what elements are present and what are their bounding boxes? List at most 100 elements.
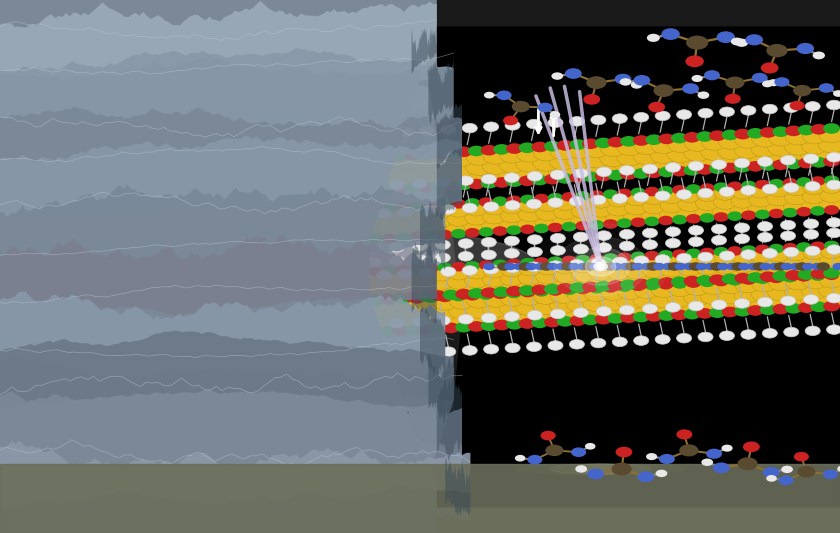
Circle shape (811, 263, 823, 270)
Circle shape (394, 215, 417, 230)
Circle shape (464, 218, 489, 234)
Circle shape (646, 262, 659, 271)
Circle shape (784, 263, 809, 279)
Circle shape (767, 191, 790, 206)
Circle shape (599, 159, 627, 177)
Polygon shape (0, 384, 462, 473)
Circle shape (455, 289, 472, 300)
Circle shape (533, 154, 559, 171)
Circle shape (389, 318, 404, 328)
Circle shape (227, 138, 242, 148)
Circle shape (392, 293, 409, 303)
Circle shape (513, 263, 525, 270)
Circle shape (281, 303, 307, 319)
Circle shape (689, 225, 704, 235)
Circle shape (455, 180, 472, 190)
Circle shape (291, 134, 306, 144)
Circle shape (731, 258, 754, 273)
Circle shape (620, 169, 637, 180)
Circle shape (313, 208, 328, 217)
Circle shape (711, 300, 727, 310)
Circle shape (642, 271, 667, 287)
Circle shape (199, 280, 221, 294)
Circle shape (685, 135, 710, 151)
Circle shape (534, 287, 549, 296)
Circle shape (550, 233, 565, 243)
Circle shape (671, 133, 688, 143)
Circle shape (748, 257, 772, 272)
Circle shape (718, 278, 743, 294)
Circle shape (732, 185, 753, 199)
Circle shape (644, 281, 659, 290)
Circle shape (465, 158, 492, 175)
Circle shape (755, 209, 770, 219)
Circle shape (596, 243, 612, 252)
Circle shape (366, 257, 381, 267)
Circle shape (462, 345, 477, 355)
Circle shape (698, 108, 713, 118)
Circle shape (534, 194, 549, 204)
Circle shape (516, 298, 543, 316)
Circle shape (811, 241, 826, 251)
Circle shape (713, 195, 737, 209)
Circle shape (620, 279, 637, 290)
Circle shape (497, 262, 511, 271)
Circle shape (544, 284, 561, 294)
Circle shape (678, 197, 701, 212)
Circle shape (481, 217, 507, 233)
Circle shape (455, 322, 472, 333)
Circle shape (741, 211, 756, 220)
Circle shape (680, 445, 698, 456)
Circle shape (504, 173, 519, 182)
Circle shape (354, 205, 370, 215)
Circle shape (258, 211, 273, 221)
Circle shape (689, 161, 704, 171)
Circle shape (303, 330, 320, 341)
Circle shape (341, 210, 363, 224)
Circle shape (726, 77, 744, 88)
Circle shape (672, 249, 687, 259)
Circle shape (323, 273, 345, 287)
Circle shape (583, 295, 610, 312)
Circle shape (617, 189, 632, 198)
Polygon shape (0, 292, 445, 382)
Circle shape (570, 117, 585, 126)
Circle shape (734, 273, 751, 284)
Polygon shape (0, 431, 470, 524)
Circle shape (507, 259, 522, 268)
Circle shape (412, 206, 434, 220)
Circle shape (582, 172, 599, 182)
Circle shape (213, 316, 240, 333)
Circle shape (748, 265, 773, 281)
Circle shape (417, 182, 434, 192)
Circle shape (205, 220, 220, 229)
Circle shape (571, 447, 586, 457)
Circle shape (435, 177, 450, 187)
Circle shape (227, 218, 242, 228)
Circle shape (783, 208, 798, 217)
Circle shape (288, 275, 310, 289)
Circle shape (451, 292, 466, 301)
Circle shape (412, 241, 428, 251)
Circle shape (398, 305, 425, 322)
Circle shape (197, 296, 223, 312)
Circle shape (230, 243, 245, 253)
Circle shape (501, 263, 522, 277)
Circle shape (549, 296, 576, 313)
Circle shape (517, 146, 542, 162)
Circle shape (811, 176, 826, 186)
Circle shape (431, 312, 459, 330)
Circle shape (700, 248, 715, 257)
Circle shape (741, 106, 756, 115)
Circle shape (567, 286, 592, 302)
Circle shape (320, 322, 335, 332)
Circle shape (341, 295, 358, 306)
Circle shape (655, 191, 670, 200)
Circle shape (447, 211, 470, 226)
Circle shape (533, 145, 559, 161)
Circle shape (438, 293, 453, 302)
Circle shape (801, 197, 827, 213)
Circle shape (611, 263, 622, 270)
Circle shape (376, 129, 391, 139)
Circle shape (595, 138, 612, 148)
